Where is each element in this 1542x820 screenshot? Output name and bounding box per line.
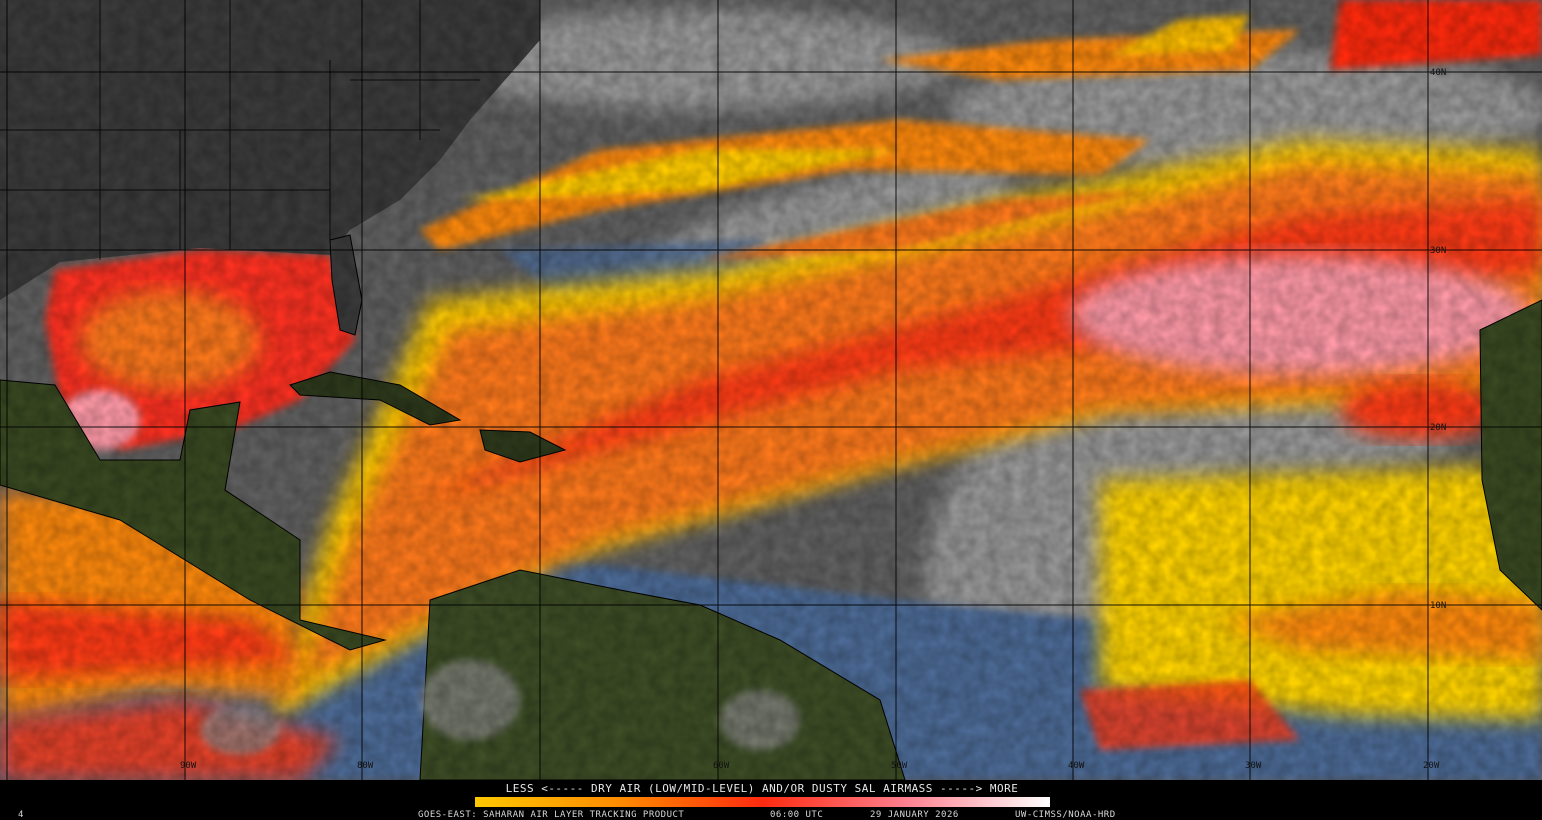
grid-labels: 40N 30N 20N 10N 90W 80W 60W 50W 40W 30W 20W [180,68,1446,771]
lat-label: 20N [1430,423,1446,433]
lon-label: 30W [1245,761,1262,771]
lat-label: 30N [1430,246,1446,256]
time: 06:00 UTC [770,810,823,820]
imagery [0,0,1542,781]
lon-label: 20W [1423,761,1440,771]
lon-label: 90W [180,761,197,771]
lat-label: 10N [1430,601,1446,611]
credit: UW-CIMSS/NOAA-HRD [1015,810,1116,820]
legend-caption: LESS <----- DRY AIR (LOW/MID-LEVEL) AND/… [506,782,1019,795]
frame-number: 4 [18,810,24,820]
lat-lon-grid [0,0,1542,780]
lon-label: 80W [357,761,374,771]
color-bar [475,797,1050,807]
lon-label: 50W [891,761,908,771]
date: 29 JANUARY 2026 [870,810,959,820]
product-name: GOES-EAST: SAHARAN AIR LAYER TRACKING PR… [418,810,684,820]
lon-label: 40W [1068,761,1085,771]
lat-label: 40N [1430,68,1446,78]
lon-label: 60W [713,761,730,771]
